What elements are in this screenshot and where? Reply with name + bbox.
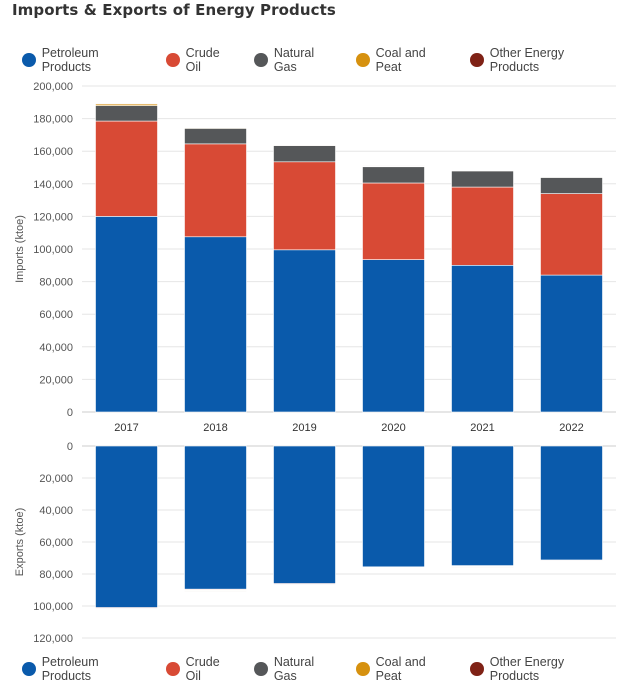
- legend-swatch: [22, 53, 36, 67]
- bar-segment: [273, 161, 336, 251]
- bar-segment: [362, 259, 425, 413]
- x-tick-label: 2020: [381, 422, 405, 434]
- bar-segment: [273, 144, 336, 146]
- legend-label: Natural Gas: [273, 46, 315, 74]
- chart-title: Imports & Exports of Energy Products: [12, 1, 336, 19]
- legend-label: Coal and Peat: [375, 655, 426, 683]
- bar-segment: [95, 120, 158, 217]
- legend-item[interactable]: Petroleum Products: [22, 46, 149, 74]
- y-axis-title: Imports (ktoe): [14, 215, 26, 283]
- legend-label: Coal and Peat: [375, 46, 426, 74]
- legend-swatch: [470, 662, 484, 676]
- bar-segment: [451, 170, 514, 188]
- bar-segment: [95, 445, 158, 608]
- legend-label: Crude Oil: [185, 46, 220, 74]
- bar-segment: [184, 126, 247, 129]
- y-tick-label: 60,000: [39, 309, 73, 321]
- bar-segment: [273, 445, 336, 584]
- bar-segment: [451, 169, 514, 172]
- y-tick-label: 20,000: [39, 374, 73, 386]
- legend-swatch: [355, 53, 370, 67]
- y-tick-label: 160,000: [33, 146, 73, 158]
- x-tick-label: 2022: [559, 422, 583, 434]
- legend-label: Other Energy Products: [489, 46, 565, 74]
- legend-label: Petroleum Products: [41, 655, 99, 683]
- legend-label: Natural Gas: [273, 655, 315, 683]
- bar-segment: [540, 176, 603, 194]
- legend-swatch: [254, 53, 268, 67]
- bar-segment: [184, 236, 247, 413]
- bar-segment: [540, 193, 603, 276]
- bar-segment: [451, 264, 514, 413]
- bar-segment: [95, 608, 158, 610]
- legend-item[interactable]: Other Energy Products: [470, 46, 614, 74]
- y-tick-label: 40,000: [39, 342, 73, 354]
- legend-item[interactable]: Natural Gas: [254, 655, 339, 683]
- y-tick-label: 60,000: [39, 537, 73, 549]
- y-tick-label: 100,000: [33, 601, 73, 613]
- legend-swatch: [355, 662, 370, 676]
- legend-item[interactable]: Petroleum Products: [22, 655, 149, 683]
- bar-segment: [273, 249, 336, 413]
- legend-swatch: [165, 53, 180, 67]
- bar-segment: [273, 145, 336, 163]
- bar-segment: [451, 566, 514, 568]
- y-tick-label: 200,000: [33, 81, 73, 93]
- legend-label: Crude Oil: [185, 655, 220, 683]
- bar-segment: [362, 182, 425, 260]
- x-tick-label: 2019: [292, 422, 316, 434]
- bar-segment: [95, 216, 158, 413]
- bar-segment: [184, 445, 247, 590]
- legend-swatch: [254, 662, 268, 676]
- x-tick-label: 2021: [470, 422, 494, 434]
- legend-swatch: [470, 53, 484, 67]
- bar-segment: [184, 590, 247, 592]
- bar-segment: [362, 166, 425, 184]
- y-tick-label: 120,000: [33, 211, 73, 223]
- legend-item[interactable]: Crude Oil: [165, 46, 237, 74]
- legend-label: Other Energy Products: [489, 655, 565, 683]
- bar-segment: [184, 128, 247, 145]
- bar-segment: [95, 103, 158, 105]
- legend-item[interactable]: Natural Gas: [254, 46, 339, 74]
- bar-segment: [95, 105, 158, 122]
- bar-segment: [362, 567, 425, 569]
- bar-segment: [540, 560, 603, 562]
- y-tick-label: 120,000: [33, 633, 73, 645]
- legend-item[interactable]: Other Energy Products: [470, 655, 614, 683]
- legend-label: Petroleum Products: [41, 46, 99, 74]
- bar-segment: [362, 445, 425, 568]
- y-tick-label: 0: [67, 441, 73, 453]
- bar-segment: [540, 176, 603, 178]
- y-tick-label: 40,000: [39, 505, 73, 517]
- x-tick-label: 2017: [114, 422, 138, 434]
- x-tick-label: 2018: [203, 422, 227, 434]
- bar-segment: [540, 274, 603, 413]
- y-tick-label: 0: [67, 407, 73, 419]
- bar-segment: [273, 584, 336, 586]
- y-axis-title: Exports (ktoe): [14, 508, 26, 576]
- legend-item[interactable]: Coal and Peat: [355, 46, 453, 74]
- legend-swatch: [165, 662, 180, 676]
- legend-item[interactable]: Crude Oil: [165, 655, 237, 683]
- legend-item[interactable]: Coal and Peat: [355, 655, 453, 683]
- y-tick-label: 100,000: [33, 244, 73, 256]
- bar-segment: [451, 186, 514, 266]
- y-tick-label: 180,000: [33, 114, 73, 126]
- legend-swatch: [22, 662, 36, 676]
- bar-segment: [362, 165, 425, 167]
- y-tick-label: 140,000: [33, 179, 73, 191]
- y-tick-label: 20,000: [39, 473, 73, 485]
- y-tick-label: 80,000: [39, 569, 73, 581]
- bar-segment: [540, 445, 603, 561]
- bar-segment: [451, 445, 514, 566]
- y-tick-label: 80,000: [39, 277, 73, 289]
- legend-bottom: Petroleum Products Crude Oil Natural Gas Co…: [22, 655, 631, 683]
- legend-top: Petroleum Products Crude Oil Natural Gas Co…: [22, 46, 631, 74]
- bar-segment: [184, 143, 247, 238]
